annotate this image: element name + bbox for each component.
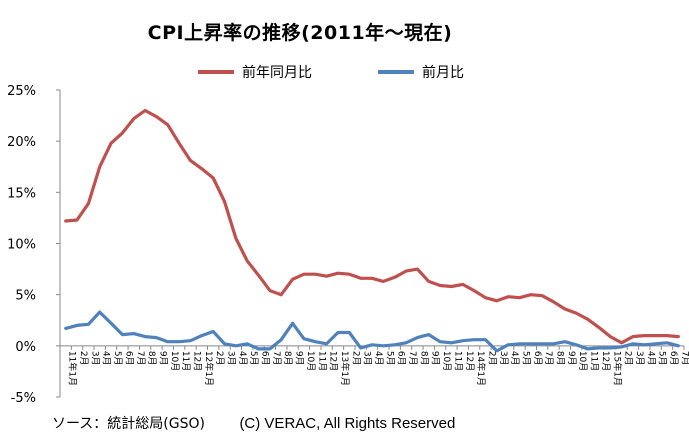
x-tick-label: 12年1月 xyxy=(203,351,215,386)
x-tick-label: 15年1月 xyxy=(611,351,623,386)
x-tick-label: 2月 xyxy=(350,351,361,366)
footer: ソース：統計総局(GSO) (C) VERAC, All Rights Rese… xyxy=(52,413,455,433)
x-tick-label: 7月 xyxy=(271,351,282,366)
chart-title: CPI上昇率の推移(2011年～現在) xyxy=(147,22,453,44)
legend-item-mom: 前月比 xyxy=(378,62,464,82)
series-line-yoy xyxy=(64,108,680,345)
x-tick-label: 3月 xyxy=(89,351,100,366)
x-tick-label: 3月 xyxy=(362,351,373,366)
x-tick-label: 11月 xyxy=(180,351,191,371)
x-tick-label: 11月 xyxy=(452,351,463,371)
x-tick-label: 7月 xyxy=(679,351,689,366)
legend-swatch-yoy xyxy=(198,70,234,74)
x-tick-label: 6月 xyxy=(396,351,407,366)
source-note: ソース：統計総局(GSO) xyxy=(52,416,205,432)
legend: 前年同月比 前月比 xyxy=(0,62,689,86)
x-tick-label: 6月 xyxy=(260,351,271,366)
x-tick-label: 6月 xyxy=(123,351,134,366)
x-tick-label: 3月 xyxy=(226,351,237,366)
x-tick-label: 7月 xyxy=(407,351,418,366)
y-tick-label: 10% xyxy=(7,238,36,253)
x-tick-label: 13年1月 xyxy=(339,351,351,386)
x-tick-label: 5月 xyxy=(657,351,668,366)
x-tick-label: 5月 xyxy=(384,351,395,366)
y-tick-label: 5% xyxy=(15,289,36,304)
x-tick-label: 12月 xyxy=(328,351,339,371)
x-tick-label: 7月 xyxy=(135,351,146,366)
x-tick-label: 2月 xyxy=(623,351,634,366)
x-tick-label: 8月 xyxy=(418,351,429,366)
x-tick-label: 5月 xyxy=(520,351,531,366)
y-tick-label: -5% xyxy=(11,391,36,406)
x-tick-label: 9月 xyxy=(566,351,577,366)
x-tick-label: 9月 xyxy=(157,351,168,366)
x-tick-label: 14年1月 xyxy=(475,351,487,386)
x-tick-label: 8月 xyxy=(555,351,566,366)
x-tick-label: 6月 xyxy=(532,351,543,366)
x-tick-label: 10月 xyxy=(441,351,452,371)
x-tick-label: 3月 xyxy=(634,351,645,366)
x-tick-label: 6月 xyxy=(668,351,679,366)
legend-item-yoy: 前年同月比 xyxy=(198,62,312,82)
y-tick-label: 20% xyxy=(7,135,36,150)
x-tick-label: 4月 xyxy=(645,351,656,366)
x-tick-label: 5月 xyxy=(112,351,123,366)
x-tick-label: 4月 xyxy=(237,351,248,366)
x-tick-label: 10月 xyxy=(577,351,588,371)
x-tick-label: 9月 xyxy=(430,351,441,366)
x-tick-label: 12月 xyxy=(191,351,202,371)
x-tick-label: 11年1月 xyxy=(67,351,79,386)
y-tick-label: 0% xyxy=(15,340,36,355)
x-tick-label: 12月 xyxy=(464,351,475,371)
x-tick-label: 2月 xyxy=(214,351,225,366)
x-tick-label: 4月 xyxy=(373,351,384,366)
y-tick-label: 25% xyxy=(7,84,36,99)
x-tick-label: 12月 xyxy=(600,351,611,371)
x-tick-label: 2月 xyxy=(78,351,89,366)
x-tick-label: 10月 xyxy=(169,351,180,371)
x-tick-label: 11月 xyxy=(316,351,327,371)
x-tick-label: 11月 xyxy=(589,351,600,371)
x-tick-label: 10月 xyxy=(305,351,316,371)
x-tick-label: 3月 xyxy=(498,351,509,366)
series-line-mom xyxy=(64,310,680,353)
legend-swatch-mom xyxy=(378,70,414,74)
legend-label-yoy: 前年同月比 xyxy=(242,65,312,81)
x-tick-label: 8月 xyxy=(146,351,157,366)
copyright-note: (C) VERAC, All Rights Reserved xyxy=(239,415,456,432)
y-tick-label: 15% xyxy=(7,186,36,201)
x-tick-label: 5月 xyxy=(248,351,259,366)
x-tick-label: 9月 xyxy=(294,351,305,366)
legend-label-mom: 前月比 xyxy=(422,65,464,81)
x-tick-label: 4月 xyxy=(101,351,112,366)
x-tick-label: 7月 xyxy=(543,351,554,366)
x-tick-label: 8月 xyxy=(282,351,293,366)
x-tick-label: 2月 xyxy=(486,351,497,366)
x-tick-label: 4月 xyxy=(509,351,520,366)
